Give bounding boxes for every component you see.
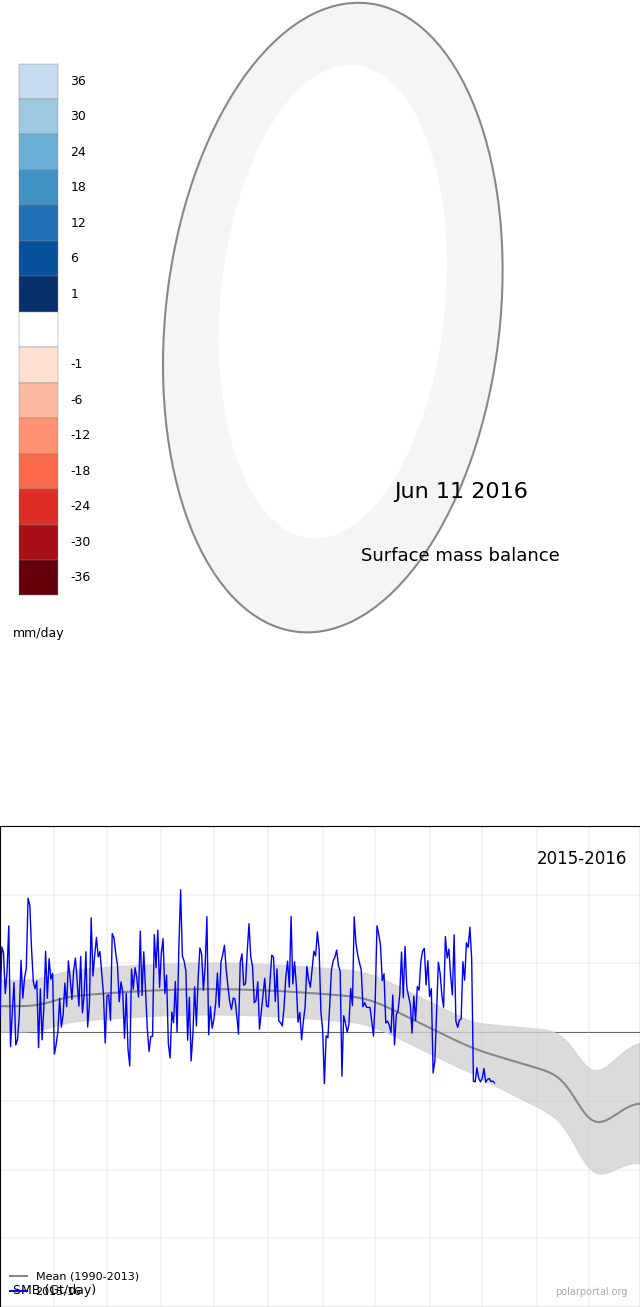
Text: -1: -1 (70, 358, 83, 371)
Text: -30: -30 (70, 536, 91, 549)
FancyBboxPatch shape (19, 312, 58, 348)
Text: -24: -24 (70, 501, 91, 514)
FancyBboxPatch shape (19, 348, 58, 383)
Text: -18: -18 (70, 465, 91, 478)
Text: 18: 18 (70, 182, 86, 195)
Text: 30: 30 (70, 110, 86, 123)
FancyBboxPatch shape (19, 276, 58, 312)
Legend: Mean (1990-2013), 2015-16: Mean (1990-2013), 2015-16 (6, 1266, 143, 1302)
Ellipse shape (219, 65, 447, 538)
Text: SMB (Gt/day): SMB (Gt/day) (13, 1285, 96, 1298)
Text: Surface mass balance: Surface mass balance (362, 546, 560, 565)
Text: -6: -6 (70, 393, 83, 406)
Text: 24: 24 (70, 145, 86, 158)
FancyBboxPatch shape (19, 205, 58, 240)
FancyBboxPatch shape (19, 240, 58, 276)
FancyBboxPatch shape (19, 454, 58, 489)
Text: 6: 6 (70, 252, 78, 265)
FancyBboxPatch shape (19, 489, 58, 524)
Text: polarportal.org: polarportal.org (555, 1287, 627, 1298)
Text: 1: 1 (70, 288, 78, 301)
FancyBboxPatch shape (19, 383, 58, 418)
Text: 12: 12 (70, 217, 86, 230)
FancyBboxPatch shape (19, 524, 58, 559)
Text: mm/day: mm/day (13, 627, 64, 640)
FancyBboxPatch shape (19, 418, 58, 454)
FancyBboxPatch shape (19, 170, 58, 205)
Text: -12: -12 (70, 430, 91, 442)
Text: 36: 36 (70, 74, 86, 88)
FancyBboxPatch shape (19, 64, 58, 99)
Ellipse shape (163, 3, 502, 633)
FancyBboxPatch shape (19, 135, 58, 170)
FancyBboxPatch shape (19, 99, 58, 135)
FancyBboxPatch shape (19, 559, 58, 596)
Text: 2015-2016: 2015-2016 (537, 850, 627, 868)
Text: -36: -36 (70, 571, 91, 584)
Text: Jun 11 2016: Jun 11 2016 (394, 482, 528, 502)
